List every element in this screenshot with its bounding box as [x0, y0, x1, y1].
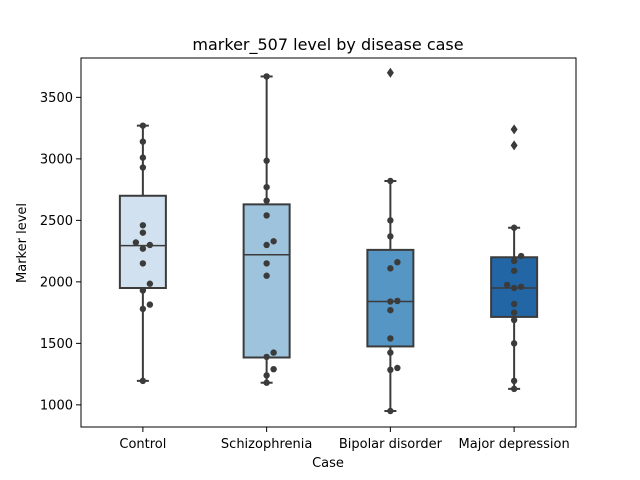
- data-point: [387, 407, 394, 415]
- data-point: [263, 157, 270, 164]
- data-point: [387, 298, 394, 305]
- data-point: [139, 305, 147, 313]
- x-tick-label: Schizophrenia: [221, 437, 312, 452]
- data-point: [139, 138, 147, 145]
- data-point: [503, 281, 511, 289]
- data-point: [263, 272, 270, 279]
- box-iqr: [118, 194, 167, 290]
- data-point: [263, 197, 270, 204]
- data-point: [387, 177, 394, 185]
- data-point: [517, 283, 525, 290]
- data-point: [139, 377, 147, 385]
- box-group-3: [490, 124, 539, 393]
- data-point: [387, 366, 394, 374]
- data-point: [139, 164, 147, 171]
- y-tick-label: 1500: [40, 337, 73, 352]
- data-point: [387, 349, 394, 356]
- data-point: [510, 377, 518, 385]
- data-point: [139, 260, 147, 267]
- data-point: [270, 238, 277, 245]
- data-point: [263, 379, 270, 386]
- data-point: [510, 340, 518, 347]
- y-axis-label: Marker level: [15, 203, 30, 283]
- box-group-2: [366, 67, 415, 415]
- data-point: [139, 222, 147, 229]
- data-point: [139, 245, 147, 252]
- box-group-1: [242, 73, 291, 386]
- y-tick-label: 2000: [40, 275, 73, 290]
- x-tick-label: Control: [119, 437, 166, 452]
- data-point: [394, 364, 401, 372]
- data-point: [510, 224, 518, 231]
- x-tick-label: Major depression: [459, 437, 570, 452]
- box-iqr: [242, 203, 291, 359]
- data-point: [510, 309, 518, 316]
- data-point: [510, 385, 518, 393]
- data-point: [263, 372, 270, 379]
- data-point: [387, 265, 394, 272]
- data-point: [139, 287, 147, 294]
- outlier-marker: [510, 140, 518, 151]
- y-tick-label: 3000: [40, 152, 73, 167]
- data-point: [394, 297, 401, 305]
- data-point: [263, 353, 270, 361]
- data-point: [139, 122, 147, 129]
- data-point: [139, 229, 147, 236]
- data-point: [263, 212, 270, 219]
- data-point: [387, 335, 394, 342]
- data-point: [139, 154, 147, 161]
- data-point: [387, 306, 394, 314]
- x-tick-label: Bipolar disorder: [339, 437, 443, 452]
- data-point: [263, 183, 270, 191]
- data-point: [146, 301, 154, 308]
- data-point: [517, 252, 525, 260]
- data-point: [146, 280, 154, 287]
- data-point: [510, 257, 518, 265]
- data-point: [146, 241, 154, 249]
- chart-title: marker_507 level by disease case: [192, 35, 463, 55]
- data-point: [270, 349, 277, 356]
- box-group-0: [118, 122, 167, 385]
- y-tick-label: 3500: [40, 91, 73, 106]
- plot-frame: [80, 57, 577, 428]
- data-point: [270, 365, 277, 373]
- plot-area: 1000 1500 2000 2500 3000 3500 Control Schizophr…: [40, 57, 577, 452]
- data-point: [263, 241, 270, 249]
- data-point: [263, 260, 270, 267]
- data-point: [510, 267, 518, 274]
- data-point: [132, 239, 140, 246]
- outlier-marker: [386, 67, 394, 78]
- data-point: [510, 284, 518, 292]
- x-axis-label: Case: [312, 456, 344, 471]
- data-point: [510, 300, 518, 308]
- outlier-marker: [510, 124, 518, 135]
- data-point: [387, 217, 394, 224]
- y-tick-label: 2500: [40, 214, 73, 229]
- data-point: [387, 233, 394, 240]
- data-point: [263, 73, 270, 80]
- y-tick-label: 1000: [40, 398, 73, 413]
- box-iqr: [366, 248, 415, 348]
- data-point: [394, 258, 401, 266]
- data-point: [510, 316, 518, 324]
